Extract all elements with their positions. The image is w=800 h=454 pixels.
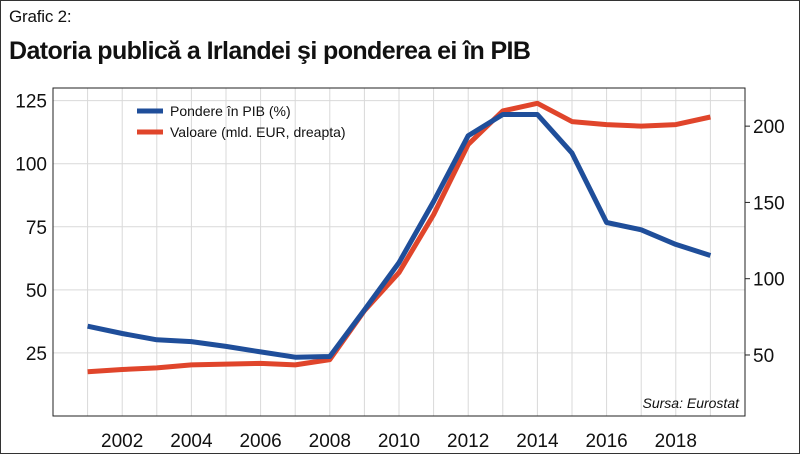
y-right-tick-label: 50: [753, 346, 774, 367]
legend: Pondere în PIB (%) Valoare (mld. EUR, dre…: [137, 103, 346, 140]
x-tick-label: 2014: [516, 431, 559, 452]
y-left-tick-label: 100: [15, 155, 47, 176]
x-tick-label: 2006: [239, 431, 281, 452]
x-tick-label: 2012: [447, 431, 489, 452]
line-chart: 25 50 75 100 125 50 100 150 200 2002 2004 2006 2008 2…: [0, 0, 800, 454]
x-tick-label: 2004: [170, 431, 213, 452]
x-tick-label: 2010: [378, 431, 420, 452]
y-left-tick-label: 50: [26, 281, 47, 302]
source-note: Sursa: Eurostat: [643, 395, 741, 411]
x-tick-label: 2008: [309, 431, 351, 452]
legend-label: Valoare (mld. EUR, dreapta): [170, 124, 346, 140]
y-right-tick-label: 100: [753, 270, 785, 291]
x-tick-label: 2018: [655, 431, 697, 452]
y-left-tick-label: 25: [26, 344, 47, 365]
x-tick-label: 2002: [101, 431, 143, 452]
x-tick-label: 2016: [585, 431, 627, 452]
y-right-tick-label: 200: [753, 117, 785, 138]
y-right-tick-label: 150: [753, 193, 785, 214]
legend-label: Pondere în PIB (%): [170, 103, 291, 119]
y-left-tick-label: 75: [26, 218, 47, 239]
y-left-tick-label: 125: [15, 92, 47, 113]
